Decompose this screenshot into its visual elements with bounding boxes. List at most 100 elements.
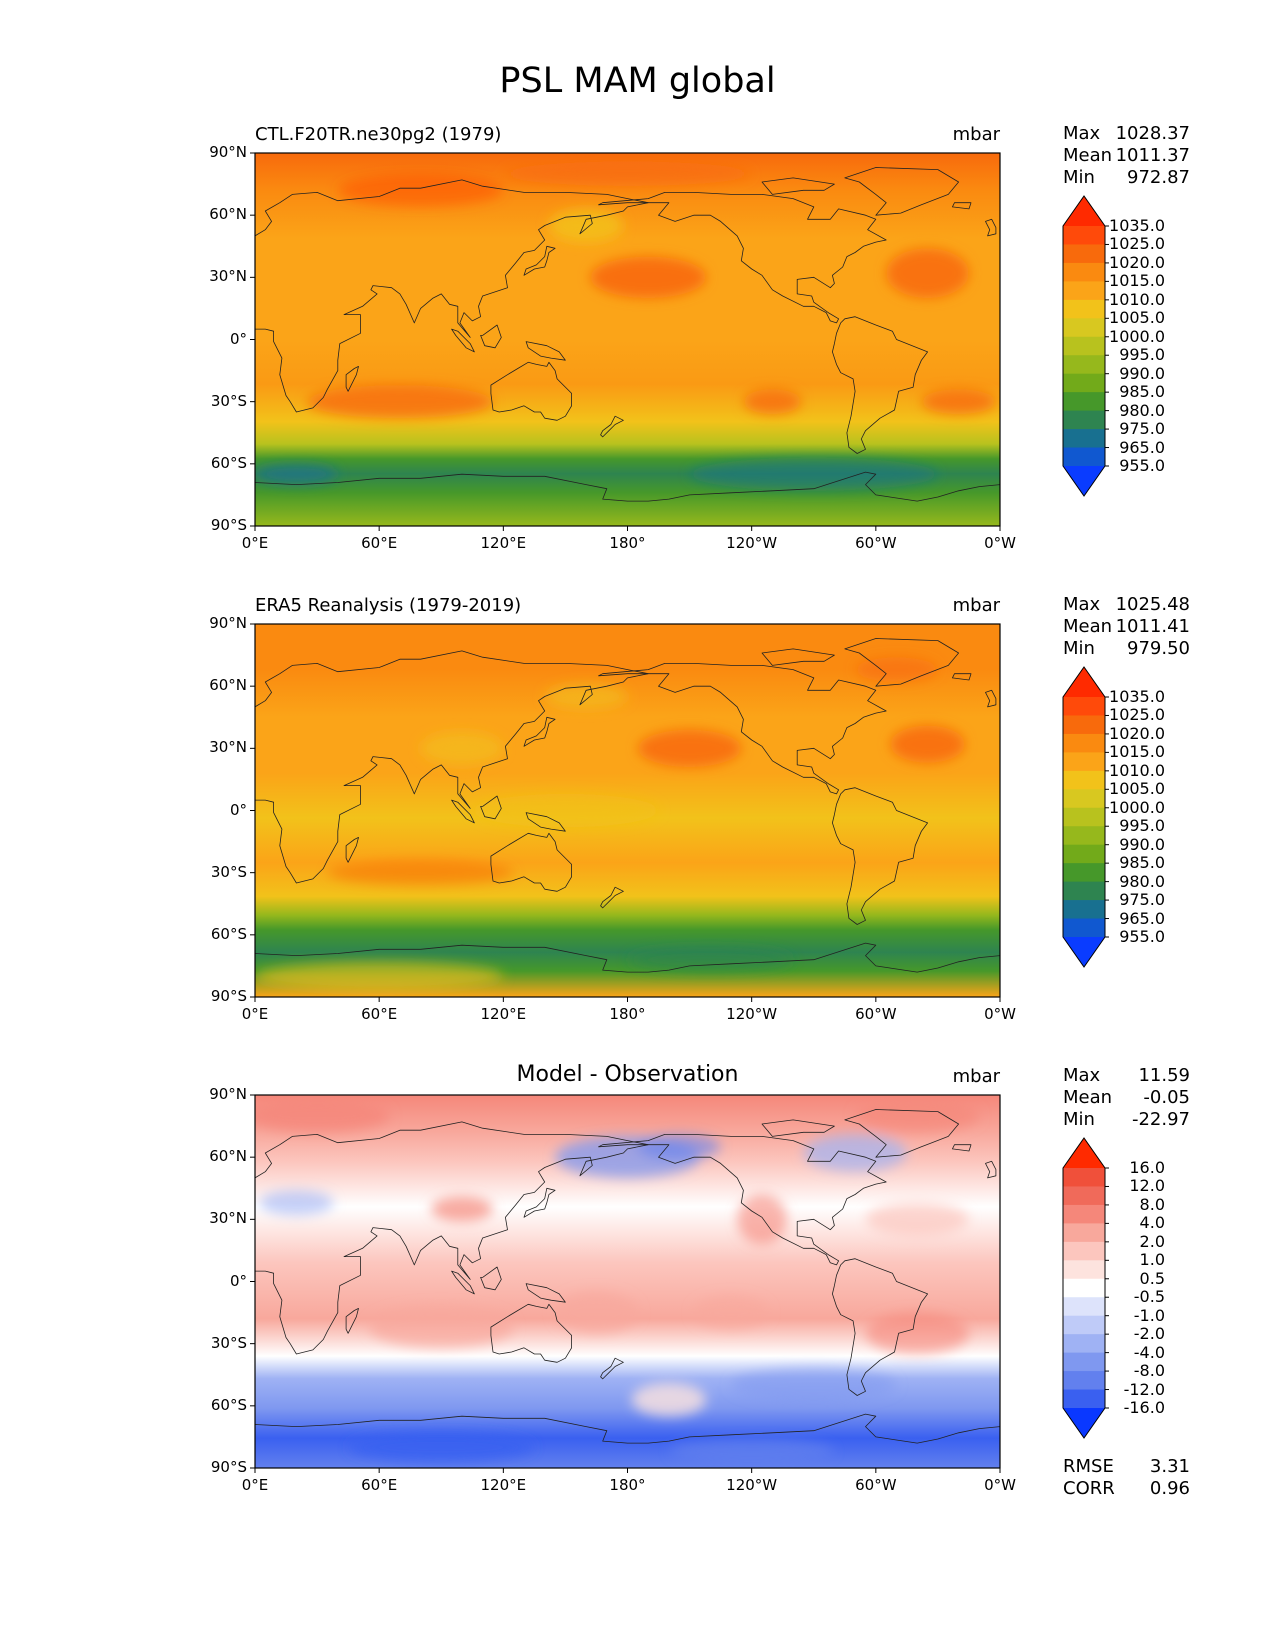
stat-label: Mean [1063, 616, 1113, 637]
colorbar-bin [1063, 226, 1105, 245]
colorbar-tick-label: 1015.0 [1109, 742, 1165, 762]
colorbar-tick-label: -4.0 [1133, 1342, 1165, 1362]
colorbar-tick-label: 1025.0 [1109, 705, 1165, 725]
map-field-3 [255, 1095, 1000, 1468]
colorbar-bin [1063, 1241, 1105, 1261]
colorbar-tick-label: 16.0 [1129, 1158, 1165, 1177]
lon-tick-label: 0°W [984, 534, 1016, 552]
colorbar-tick-label: 985.0 [1119, 382, 1165, 402]
colorbar-bin [1063, 1204, 1105, 1224]
colorbar-bin [1063, 770, 1105, 790]
colorbar-tick-label: 1015.0 [1109, 271, 1165, 291]
lat-tick-label: 60°N [209, 676, 247, 695]
lon-tick-label: 180° [609, 534, 646, 552]
colorbar-tick-label: 1025.0 [1109, 234, 1165, 254]
colorbar-bin [1063, 1260, 1105, 1280]
colorbar-extend-min [1063, 1408, 1105, 1438]
colorbar-tick-label: 980.0 [1119, 400, 1165, 420]
colorbar-extend-max [1063, 196, 1105, 226]
colorbar-bin [1063, 900, 1105, 920]
lon-tick-label: 60°W [855, 534, 897, 552]
colorbar-tick-label: -2.0 [1133, 1324, 1165, 1344]
colorbar-tick-label: 990.0 [1119, 363, 1165, 383]
colorbar-tick-label: 975.0 [1119, 419, 1165, 439]
lon-tick-label: 120°W [726, 1476, 778, 1494]
colorbar-1 [1062, 195, 1109, 497]
stat-value: 1028.37 [1115, 123, 1190, 144]
colorbar-tick-label: 995.0 [1119, 345, 1165, 365]
stat-value: -22.97 [1131, 1109, 1190, 1130]
lat-tick-label: 90°N [209, 143, 247, 161]
stat-label: Max [1063, 123, 1101, 144]
lon-tick-label: 60°E [361, 1476, 398, 1494]
metric-value: 3.31 [1149, 1456, 1190, 1477]
colorbar-extend-min [1063, 466, 1105, 496]
colorbar-bin [1063, 1352, 1105, 1372]
stat-label: Min [1063, 1109, 1095, 1130]
colorbar-tick-label: 1010.0 [1109, 760, 1165, 780]
colorbar-bin [1063, 733, 1105, 753]
colorbar-bin [1063, 1297, 1105, 1317]
colorbar-bin [1063, 752, 1105, 772]
colorbar-bin [1063, 373, 1105, 393]
lat-tick-label: 60°N [209, 1147, 247, 1166]
colorbar-bin [1063, 1223, 1105, 1243]
colorbar-tick-label: 965.0 [1119, 437, 1165, 457]
stat-label: Mean [1063, 145, 1113, 166]
panel-title-3: Model - Observation [516, 1062, 739, 1087]
lon-tick-label: 0°E [241, 1476, 269, 1494]
lon-tick-label: 180° [609, 1005, 646, 1023]
colorbar-bin [1063, 1278, 1105, 1298]
lat-tick-label: 0° [229, 800, 247, 819]
lon-tick-label: 0°E [241, 1005, 269, 1023]
panel-title-1: CTL.F20TR.ne30pg2 (1979) [255, 124, 502, 145]
colorbar-bin [1063, 1389, 1105, 1409]
colorbar-tick-label: 1005.0 [1109, 308, 1165, 328]
colorbar-bin [1063, 336, 1105, 356]
lat-tick-label: 30°S [210, 1333, 247, 1352]
colorbar-tick-label: 990.0 [1119, 834, 1165, 854]
colorbar-bin [1063, 826, 1105, 846]
lat-tick-label: 90°N [209, 1085, 247, 1103]
lon-tick-label: 0°W [984, 1005, 1016, 1023]
colorbar-tick-label: 1000.0 [1109, 797, 1165, 817]
colorbar-tick-label: 995.0 [1119, 816, 1165, 836]
colorbar-bin [1063, 392, 1105, 412]
colorbar-bin [1063, 262, 1105, 282]
colorbar-tick-label: 1.0 [1139, 1250, 1165, 1270]
colorbar-3 [1062, 1137, 1109, 1439]
map-field-1 [255, 153, 1000, 526]
colorbar-tick-label: 980.0 [1119, 871, 1165, 891]
colorbar-bin [1063, 807, 1105, 827]
units-label-1: mbar [952, 124, 1000, 145]
colorbar-tick-label: 1020.0 [1109, 723, 1165, 743]
colorbar-tick-label: 4.0 [1139, 1213, 1165, 1233]
lat-tick-label: 30°S [210, 862, 247, 881]
colorbar-bin [1063, 918, 1105, 938]
colorbar-tick-label: 2.0 [1139, 1231, 1165, 1251]
panel-title-2: ERA5 Reanalysis (1979-2019) [255, 595, 522, 616]
colorbar-tick-label: 1035.0 [1109, 216, 1165, 235]
colorbar-bin [1063, 281, 1105, 301]
stat-value: -0.05 [1143, 1087, 1190, 1108]
stat-label: Max [1063, 594, 1101, 615]
colorbar-2 [1062, 666, 1109, 968]
figure-title: PSL MAM global [499, 61, 776, 101]
stat-label: Mean [1063, 1087, 1113, 1108]
lon-tick-label: 120°W [726, 534, 778, 552]
colorbar-bin [1063, 881, 1105, 901]
colorbar-tick-label: 985.0 [1119, 853, 1165, 873]
colorbar-bin [1063, 1334, 1105, 1354]
colorbar-bin [1063, 299, 1105, 319]
colorbar-bin [1063, 789, 1105, 809]
lon-tick-label: 0°E [241, 534, 269, 552]
colorbar-bin [1063, 410, 1105, 430]
colorbar-bin [1063, 318, 1105, 338]
colorbar-bin [1063, 244, 1105, 264]
colorbar-tick-label: -1.0 [1133, 1305, 1165, 1325]
stat-value: 972.87 [1127, 167, 1190, 188]
coastlines-3 [255, 1109, 1000, 1468]
coastlines-2 [255, 638, 1000, 997]
colorbar-tick-label: 1010.0 [1109, 289, 1165, 309]
